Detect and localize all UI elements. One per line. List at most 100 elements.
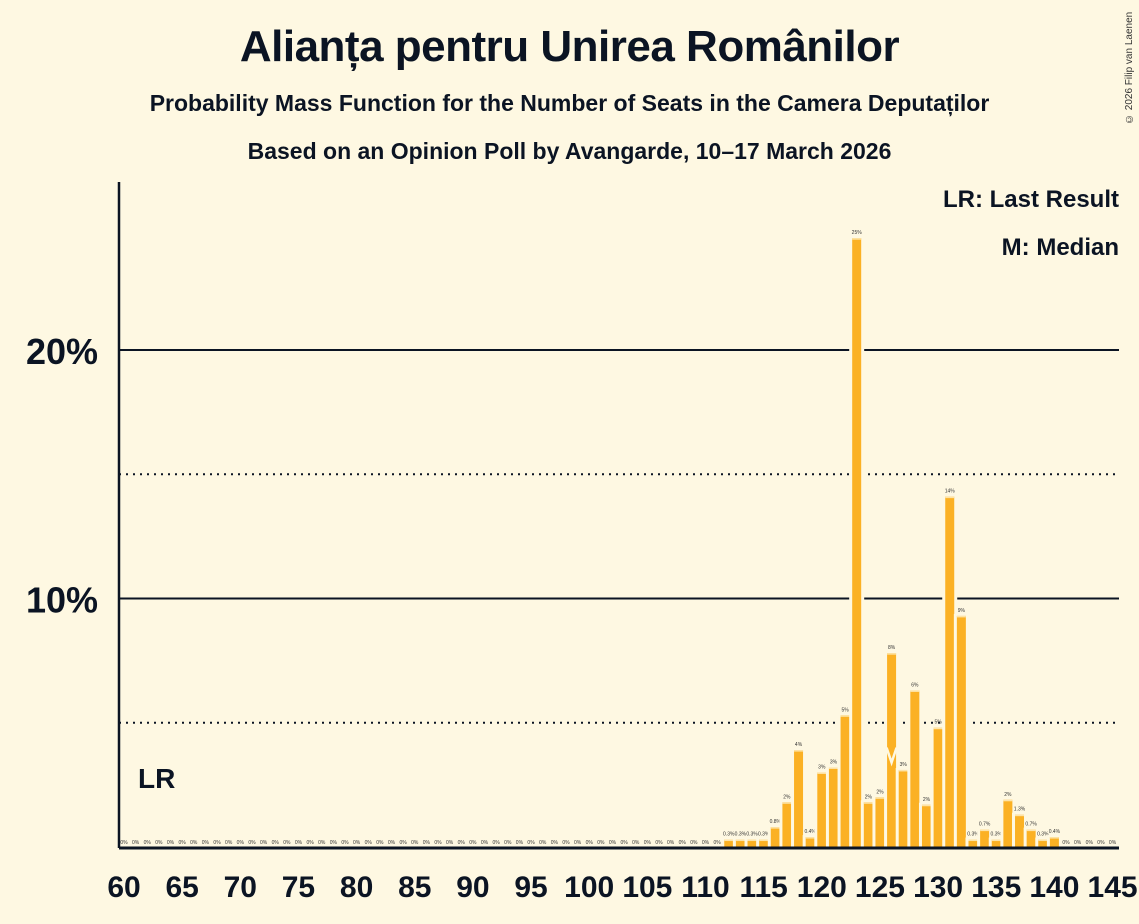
bar-label: 0% <box>411 840 419 846</box>
bar-label: 2% <box>923 797 931 803</box>
bar-label: 0% <box>353 840 361 846</box>
legend-last-result: LR: Last Result <box>942 186 1119 213</box>
bar-label: 0% <box>1062 840 1070 846</box>
bar-seat-132 <box>956 615 966 847</box>
bar-seat-120 <box>817 772 827 847</box>
bar-seat-129 <box>921 804 931 847</box>
chart-subtitle: Probability Mass Function for the Number… <box>149 90 990 116</box>
bar-label: 0% <box>597 840 605 846</box>
bar-label: 0% <box>272 840 280 846</box>
bar-seat-118 <box>794 750 804 847</box>
bar-label: 0% <box>714 840 722 846</box>
x-tick-label: 85 <box>398 871 431 904</box>
chart-title: Alianța pentru Unirea Românilor <box>239 22 900 71</box>
bar-label: 0% <box>481 840 489 846</box>
bar-label: 1.3% <box>1014 807 1026 813</box>
x-tick-label: 60 <box>107 871 140 904</box>
bar-label: 0% <box>620 840 628 846</box>
bar-label: 0% <box>1109 840 1117 846</box>
bar-label: 14% <box>945 489 956 495</box>
bar-label: 0% <box>434 840 442 846</box>
gridlines <box>119 349 1119 724</box>
bar-label: 0% <box>400 840 408 846</box>
bar-label: 0% <box>446 840 454 846</box>
bar-label: 0% <box>423 840 431 846</box>
bar-label: 0.7% <box>979 822 991 828</box>
bar-label: 3% <box>818 764 826 770</box>
bar-label: 0% <box>144 840 152 846</box>
bar-label: 0% <box>539 840 547 846</box>
bar-label: 0% <box>469 840 477 846</box>
bar-label: 0% <box>609 840 617 846</box>
bar-seat-114 <box>747 839 757 847</box>
bar-seat-136 <box>1003 799 1013 847</box>
bar-label: 9% <box>958 608 966 614</box>
bar-label: 0% <box>248 840 256 846</box>
bar-seat-121 <box>828 767 838 847</box>
bar-label: 2% <box>783 794 791 800</box>
bar-seat-127 <box>898 769 908 847</box>
chart-source: Based on an Opinion Poll by Avangarde, 1… <box>247 138 892 164</box>
bar-label: 0% <box>586 840 594 846</box>
bar-label: 0% <box>365 840 373 846</box>
bar-label: 0% <box>690 840 698 846</box>
bar-label: 0% <box>330 840 338 846</box>
bar-label: 5% <box>934 720 942 726</box>
bar-seat-138 <box>1026 829 1036 847</box>
bar-label: 0% <box>120 840 128 846</box>
bar-label: 0% <box>237 840 245 846</box>
bar-seat-128 <box>910 690 920 847</box>
bar-seat-139 <box>1038 839 1048 847</box>
bar-label: 0.3% <box>735 832 747 838</box>
bar-label: 0% <box>632 840 640 846</box>
bar-seat-133 <box>968 839 978 847</box>
bar-label: 0% <box>527 840 535 846</box>
bar-label: 0% <box>179 840 187 846</box>
bar-label: 0% <box>493 840 501 846</box>
x-tick-label: 95 <box>514 871 547 904</box>
bar-label: 2% <box>865 794 873 800</box>
x-tick-label: 90 <box>456 871 489 904</box>
bar-label: 0.3% <box>967 832 979 838</box>
bar-label: 6% <box>911 682 919 688</box>
bar-label: 0% <box>702 840 710 846</box>
bar-label: 0% <box>388 840 396 846</box>
bar-label: 2% <box>876 789 884 795</box>
bar-label: 0% <box>202 840 210 846</box>
last-result-marker: LR <box>138 763 175 794</box>
bar-label: 0% <box>516 840 524 846</box>
x-axis-ticks: 60 65 70 75 80 85 90 95 100 105 110 115 120 125 130 135… <box>107 871 1137 904</box>
axes <box>117 182 1119 850</box>
bar-label: 0.3% <box>758 832 770 838</box>
bar-seat-119 <box>805 837 815 847</box>
bar-seat-126 <box>887 653 897 847</box>
bars: 0% 0% 0% 0% 0% 0% 0% 0% 0% 0% 0% 0% 0% 0% 0% 0% 0% 0% 0% 0%… <box>120 230 1117 848</box>
x-tick-label: 65 <box>165 871 198 904</box>
median-marker <box>885 747 898 767</box>
bar-label: 25% <box>852 230 863 236</box>
bar-label: 3% <box>900 762 908 768</box>
x-tick-label: 70 <box>224 871 257 904</box>
x-tick-label: 120 <box>797 871 847 904</box>
bar-label: 0% <box>504 840 512 846</box>
x-tick-label: 100 <box>564 871 614 904</box>
bar-label: 0% <box>260 840 268 846</box>
bar-label: 0% <box>318 840 326 846</box>
x-tick-label: 135 <box>971 871 1021 904</box>
bar-label: 0% <box>132 840 140 846</box>
bar-seat-131 <box>945 496 955 847</box>
bar-label: 0% <box>283 840 291 846</box>
bar-label: 0% <box>167 840 175 846</box>
bar-label: 0% <box>562 840 570 846</box>
bar-label: 0.8% <box>770 819 782 825</box>
bar-seat-123 <box>852 238 862 848</box>
x-tick-label: 130 <box>913 871 963 904</box>
bar-label: 5% <box>841 707 849 713</box>
bar-seat-122 <box>840 715 850 847</box>
bar-label: 0% <box>213 840 221 846</box>
bar-label: 0% <box>458 840 466 846</box>
bar-seat-134 <box>980 829 990 847</box>
bar-seat-116 <box>770 827 780 847</box>
bar-label: 0% <box>225 840 233 846</box>
